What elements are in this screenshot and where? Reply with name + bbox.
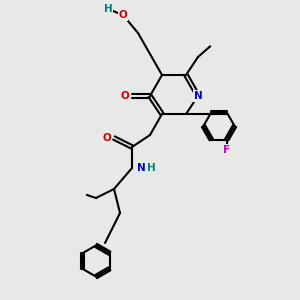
Text: O: O <box>102 133 111 143</box>
Text: H: H <box>103 4 112 14</box>
Text: H: H <box>147 163 156 173</box>
Text: O: O <box>118 10 127 20</box>
Text: N: N <box>136 163 146 173</box>
Text: O: O <box>120 91 129 101</box>
Text: N: N <box>194 91 202 101</box>
Text: F: F <box>223 145 230 155</box>
